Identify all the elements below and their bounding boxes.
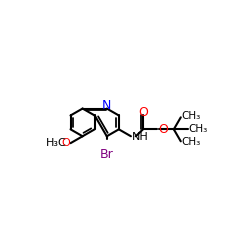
Text: H₃C: H₃C — [46, 138, 66, 148]
Text: O: O — [138, 106, 148, 118]
Text: O: O — [158, 123, 168, 136]
Text: CH₃: CH₃ — [188, 124, 208, 134]
Text: N: N — [102, 98, 112, 112]
Text: NH: NH — [132, 132, 148, 142]
Text: CH₃: CH₃ — [182, 138, 201, 147]
Text: Br: Br — [100, 148, 114, 162]
Text: O: O — [61, 138, 70, 148]
Text: CH₃: CH₃ — [182, 111, 201, 121]
